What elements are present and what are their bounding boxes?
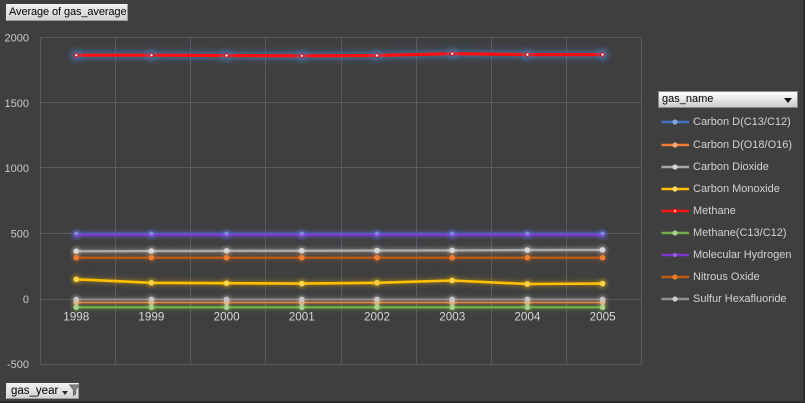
svg-text:2003: 2003 <box>439 311 465 324</box>
svg-text:2000: 2000 <box>5 33 29 45</box>
svg-text:2002: 2002 <box>364 311 390 324</box>
svg-text:2001: 2001 <box>289 311 315 324</box>
svg-text:1998: 1998 <box>63 311 89 324</box>
svg-text:1500: 1500 <box>5 98 29 110</box>
svg-text:0: 0 <box>23 294 29 306</box>
svg-text:1000: 1000 <box>5 163 29 175</box>
svg-text:-500: -500 <box>7 359 29 371</box>
svg-text:2000: 2000 <box>214 311 241 324</box>
svg-text:2004: 2004 <box>514 311 541 324</box>
svg-text:1999: 1999 <box>138 311 164 324</box>
svg-text:500: 500 <box>11 229 29 241</box>
svg-text:2005: 2005 <box>590 311 617 324</box>
